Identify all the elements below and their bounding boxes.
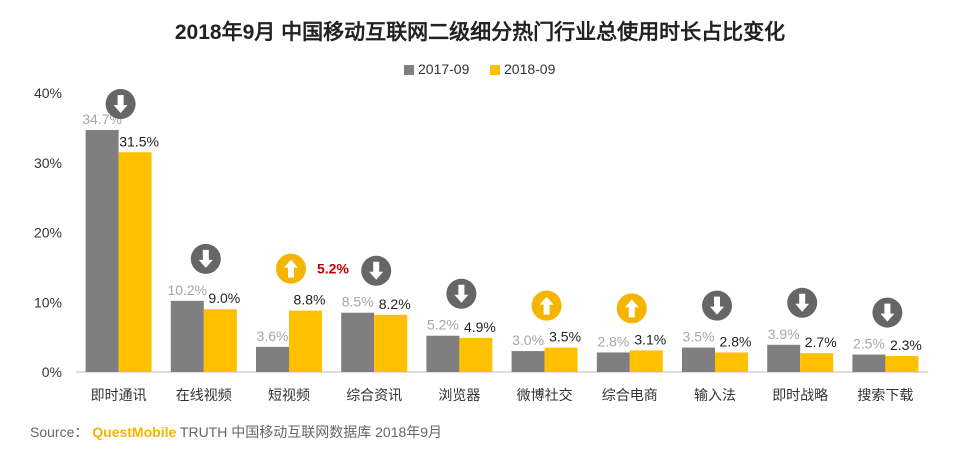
data-label-2018-4: 4.9% (464, 319, 496, 335)
data-label-2018-3: 8.2% (379, 296, 411, 312)
legend-label-2017: 2017-09 (418, 61, 470, 77)
y-tick-label: 20% (34, 225, 62, 241)
up-arrow-glyph (539, 296, 554, 315)
down-arrow-glyph (113, 95, 128, 113)
source-suffix: TRUTH 中国移动互联网数据库 2018年9月 (179, 424, 443, 440)
bar-2018-1 (203, 309, 237, 372)
bar-2017-2 (256, 346, 289, 372)
source-note: Source： QuestMobile TRUTH 中国移动互联网数据库 201… (30, 422, 442, 442)
bar-2018-2 (289, 310, 322, 372)
data-label-2018-8: 2.7% (805, 334, 837, 350)
data-label-2017-9: 2.5% (853, 336, 885, 352)
down-arrow-glyph (454, 284, 469, 303)
source-prefix: Source： (30, 424, 89, 440)
chart-title: 2018年9月 中国移动互联网二级细分热门行业总使用时长占比变化 (174, 21, 786, 44)
data-label-2018-7: 2.8% (720, 333, 752, 349)
category-label-5: 微博社交 (517, 387, 573, 403)
bar-2017-8 (767, 344, 801, 372)
data-label-2018-6: 3.1% (634, 331, 666, 347)
data-label-2017-6: 2.8% (597, 333, 629, 349)
category-label-4: 浏览器 (438, 387, 480, 403)
bar-2017-0 (85, 129, 119, 372)
bar-2017-3 (341, 312, 375, 372)
category-label-6: 综合电商 (602, 387, 658, 403)
y-tick-label: 10% (34, 294, 62, 310)
data-label-2017-5: 3.0% (512, 332, 544, 348)
category-label-8: 即时战略 (772, 387, 828, 403)
legend-label-2018: 2018-09 (504, 61, 556, 77)
down-arrow-glyph (880, 303, 895, 322)
bar-2017-7 (682, 347, 715, 372)
bar-2017-6 (596, 352, 630, 372)
y-tick-label: 0% (42, 364, 62, 380)
data-label-2017-1: 10.2% (167, 282, 207, 298)
category-label-0: 即时通讯 (91, 387, 147, 403)
bar-2018-8 (800, 353, 834, 372)
y-tick-label: 40% (34, 85, 62, 101)
legend-swatch-2018 (490, 65, 500, 75)
data-label-2017-4: 5.2% (427, 317, 459, 333)
down-arrow-glyph (795, 293, 810, 312)
data-label-2018-5: 3.5% (549, 329, 581, 345)
bar-2018-9 (885, 355, 919, 372)
data-label-2017-3: 8.5% (342, 294, 374, 310)
data-label-2018-1: 9.0% (208, 290, 240, 306)
bar-2018-0 (118, 152, 152, 372)
bar-2017-1 (170, 300, 204, 372)
highlight-label: 5.2% (317, 261, 349, 277)
data-label-2018-2: 8.8% (294, 292, 326, 308)
up-arrow-glyph (624, 299, 639, 318)
data-label-2018-0: 31.5% (119, 133, 159, 149)
bar-2018-4 (459, 337, 493, 372)
data-label-2017-2: 3.6% (257, 328, 289, 344)
down-arrow-glyph (369, 261, 384, 280)
category-label-3: 综合资讯 (346, 387, 402, 403)
bar-2017-5 (511, 351, 545, 372)
category-label-9: 搜索下载 (857, 387, 913, 403)
data-label-2018-9: 2.3% (890, 337, 922, 353)
bar-2018-7 (715, 352, 748, 372)
data-label-2017-7: 3.5% (683, 329, 715, 345)
legend-swatch-2017 (404, 65, 414, 75)
category-label-7: 输入法 (694, 387, 736, 403)
bar-2017-9 (852, 354, 886, 372)
down-arrow-glyph (710, 296, 724, 315)
bar-2018-3 (374, 314, 408, 372)
category-label-2: 短视频 (268, 387, 310, 403)
y-tick-label: 30% (34, 155, 62, 171)
category-label-1: 在线视频 (176, 387, 232, 403)
data-label-2017-8: 3.9% (768, 326, 800, 342)
bar-2018-6 (629, 350, 663, 372)
up-arrow-glyph (284, 259, 298, 278)
bar-2017-4 (426, 335, 460, 372)
source-brand: QuestMobile (92, 424, 177, 440)
bar-2018-5 (544, 347, 578, 372)
down-arrow-glyph (198, 249, 213, 268)
